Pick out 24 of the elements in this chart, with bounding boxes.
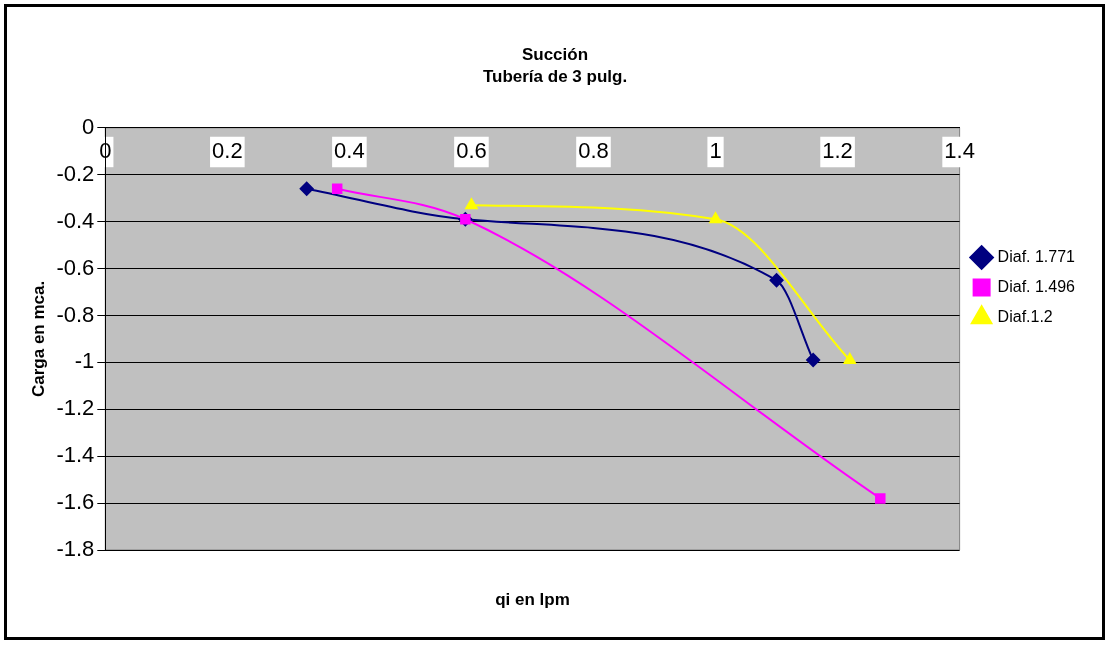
x-tick-label: 0.8 (578, 138, 609, 164)
y-tick-label: -1.6 (56, 489, 95, 515)
x-tick-label: 1.4 (944, 138, 975, 164)
x-tick-label: 0.6 (456, 138, 487, 164)
y-tick-label: -1.8 (56, 536, 95, 562)
y-tick-label: -0.8 (56, 301, 95, 327)
x-tick-label: 0.4 (334, 138, 365, 164)
legend-label: Diaf. 1.496 (997, 277, 1076, 295)
x-tick-label: 1 (709, 138, 722, 164)
y-tick-label: -1.4 (56, 442, 95, 468)
y-tick-label: -1 (74, 348, 95, 374)
legend-label: Diaf. 1.771 (997, 247, 1076, 265)
y-axis-title: Carga en mca. (28, 280, 48, 398)
y-tick-label: -0.6 (56, 254, 95, 280)
y-tick-label: -1.2 (56, 395, 95, 421)
x-axis-title: qi en lpm (495, 589, 570, 609)
x-tick-label: 0.2 (212, 138, 243, 164)
y-tick-label: 0 (82, 113, 95, 139)
chart-subtitle: Tubería de 3 pulg. (482, 67, 628, 87)
chart-title: Succión (521, 44, 589, 64)
legend-label: Diaf.1.2 (997, 307, 1053, 325)
y-tick-label: -0.2 (56, 160, 95, 186)
x-tick-label: 1.2 (822, 138, 853, 164)
y-tick-label: -0.4 (56, 207, 95, 233)
